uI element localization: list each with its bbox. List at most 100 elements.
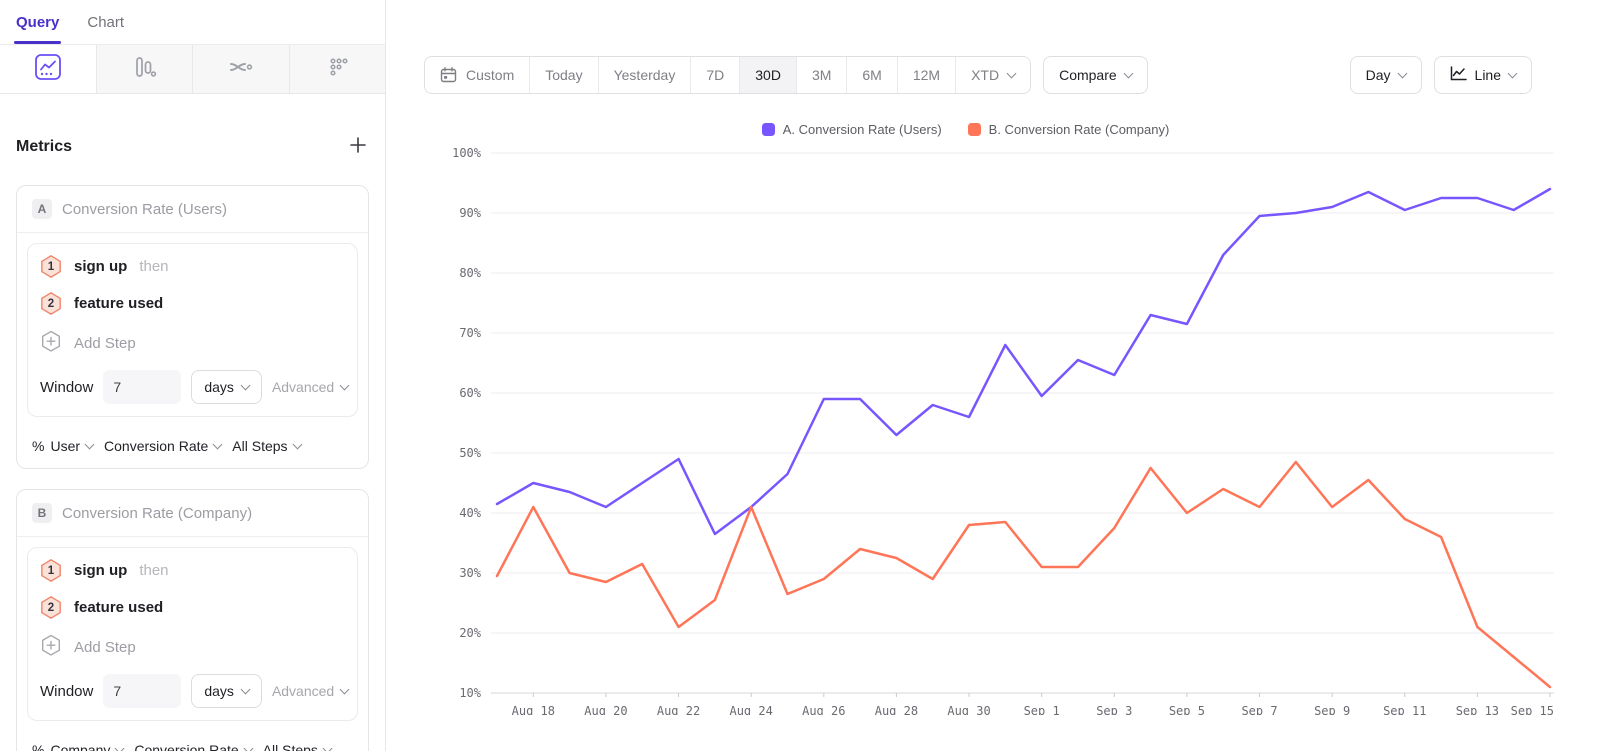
- range-label: 3M: [811, 67, 832, 83]
- step-event-label: feature used: [74, 599, 164, 616]
- tab-chart[interactable]: Chart: [87, 0, 124, 44]
- x-axis-label: Aug 26: [802, 704, 845, 715]
- legend-swatch: [967, 123, 981, 136]
- range-button-today[interactable]: Today: [529, 57, 598, 93]
- metric-type-dropdown[interactable]: Conversion Rate: [104, 438, 223, 454]
- step-number-badge: 2: [40, 596, 62, 619]
- chart-type-dots-tab[interactable]: [288, 45, 385, 93]
- line-chart: 100% 90% 80% 70% 60% 50% 40% 30% 20% 10% Aug 18 Aug…: [452, 146, 1554, 715]
- x-axis-label: Aug 20: [584, 704, 627, 715]
- tab-query-label: Query: [16, 13, 60, 31]
- steps-scope-dropdown[interactable]: All Steps: [263, 742, 333, 751]
- flow-chart-icon: [227, 53, 255, 86]
- advanced-dropdown[interactable]: Advanced: [272, 379, 350, 395]
- chart-toolbar: Custom Today Yesterday 7D 30D 3M 6M 12M XTD Comp…: [424, 56, 1532, 94]
- range-button-30d[interactable]: 30D: [739, 57, 796, 93]
- legend-item-a[interactable]: A. Conversion Rate (Users): [761, 122, 942, 137]
- range-button-7d[interactable]: 7D: [690, 57, 740, 93]
- line-chart-icon: [1450, 66, 1467, 84]
- funnel-steps-a: 1 sign up then 2 feature used: [27, 243, 358, 417]
- range-button-3m[interactable]: 3M: [795, 57, 847, 93]
- range-button-custom[interactable]: Custom: [425, 57, 530, 93]
- window-unit-dropdown[interactable]: days: [191, 674, 262, 708]
- conversion-window-row: Window days Advanced: [40, 370, 350, 404]
- chevron-down-icon: [114, 743, 125, 751]
- metric-type-dropdown[interactable]: Conversion Rate: [134, 742, 254, 751]
- y-axis-label: 30%: [459, 566, 481, 580]
- legend-item-b[interactable]: B. Conversion Rate (Company): [967, 122, 1169, 137]
- chart-type-bar-tab[interactable]: [95, 45, 192, 93]
- metric-card-b-header[interactable]: B Conversion Rate (Company): [17, 490, 368, 537]
- x-axis-label: Aug 24: [729, 704, 772, 715]
- y-axis-label: 80%: [459, 266, 481, 280]
- window-value-input[interactable]: [103, 370, 182, 404]
- tab-query[interactable]: Query: [13, 0, 62, 44]
- window-label: Window: [40, 378, 94, 396]
- range-button-xtd[interactable]: XTD: [955, 57, 1031, 93]
- range-label: 7D: [706, 67, 725, 83]
- chevron-down-icon: [243, 743, 254, 751]
- query-sidebar: Query Chart: [0, 0, 386, 751]
- date-range-picker: Custom Today Yesterday 7D 30D 3M 6M 12M XTD: [424, 56, 1032, 94]
- step-number-badge: 1: [40, 255, 62, 278]
- window-value-input[interactable]: [103, 674, 182, 708]
- y-axis-label: 20%: [459, 626, 481, 640]
- x-axis-label: Sep 1: [1024, 704, 1060, 715]
- granularity-dropdown[interactable]: Day: [1349, 56, 1422, 94]
- entity-dropdown[interactable]: Company: [50, 742, 125, 751]
- x-axis-label: Sep 7: [1241, 704, 1277, 715]
- window-label: Window: [40, 682, 94, 700]
- range-button-6m[interactable]: 6M: [846, 57, 897, 93]
- add-step-label: Add Step: [74, 335, 136, 352]
- tab-chart-label: Chart: [87, 13, 125, 31]
- range-button-yesterday[interactable]: Yesterday: [597, 57, 691, 93]
- chevron-down-icon: [1507, 68, 1518, 78]
- window-unit-dropdown[interactable]: days: [191, 370, 262, 404]
- percent-prefix: %: [32, 742, 45, 751]
- funnel-step-1[interactable]: 1 sign up then: [40, 552, 345, 589]
- metric-badge-a: A: [32, 199, 52, 219]
- chevron-down-icon: [339, 380, 350, 390]
- metric-badge-b: B: [32, 503, 52, 523]
- add-metric-button[interactable]: [347, 134, 369, 159]
- step-event-label: sign up: [74, 258, 128, 275]
- x-axis-label: Aug 18: [512, 704, 555, 715]
- y-axis-label: 100%: [452, 146, 482, 160]
- x-axis-label: Sep 9: [1314, 704, 1350, 715]
- add-step-button[interactable]: Add Step: [40, 322, 136, 367]
- range-label: 12M: [912, 67, 941, 83]
- funnel-step-2[interactable]: 2 feature used: [40, 285, 345, 322]
- percent-prefix: %: [32, 438, 45, 454]
- steps-scope-dropdown[interactable]: All Steps: [232, 438, 302, 454]
- funnel-step-1[interactable]: 1 sign up then: [40, 248, 345, 285]
- calendar-icon: [440, 67, 457, 83]
- range-label: Today: [545, 67, 583, 83]
- funnel-step-2[interactable]: 2 feature used: [40, 589, 345, 626]
- chevron-down-icon: [1006, 68, 1017, 78]
- range-button-12m[interactable]: 12M: [896, 57, 956, 93]
- add-step-button[interactable]: Add Step: [40, 626, 136, 671]
- metric-card-a-header[interactable]: A Conversion Rate (Users): [17, 186, 368, 233]
- x-axis-label: Sep 11: [1383, 704, 1426, 715]
- bar-chart-icon: [130, 53, 158, 86]
- x-axis-label: Sep 3: [1096, 704, 1132, 715]
- hexagon-plus-icon: [40, 634, 62, 661]
- chevron-down-icon: [240, 684, 251, 694]
- legend-label: A. Conversion Rate (Users): [782, 122, 942, 137]
- y-axis-label: 60%: [459, 386, 481, 400]
- chevron-down-icon: [212, 439, 223, 449]
- entity-dropdown[interactable]: User: [50, 438, 95, 454]
- series-line-a: [495, 187, 1552, 536]
- step-suffix-label: then: [139, 562, 169, 579]
- advanced-dropdown[interactable]: Advanced: [272, 683, 350, 699]
- chart-type-line-tab[interactable]: [0, 45, 96, 93]
- compare-dropdown[interactable]: Compare: [1043, 56, 1148, 94]
- measure-row-b: % Company Conversion Rate All Steps: [17, 731, 368, 751]
- chevron-down-icon: [84, 439, 95, 449]
- step-number-badge: 1: [40, 559, 62, 582]
- chart-type-flow-tab[interactable]: [192, 45, 289, 93]
- chart-style-dropdown[interactable]: Line: [1433, 56, 1532, 94]
- chart-pane: Custom Today Yesterday 7D 30D 3M 6M 12M XTD Comp…: [386, 0, 1600, 751]
- y-axis-label: 50%: [459, 446, 481, 460]
- chevron-down-icon: [1397, 68, 1407, 78]
